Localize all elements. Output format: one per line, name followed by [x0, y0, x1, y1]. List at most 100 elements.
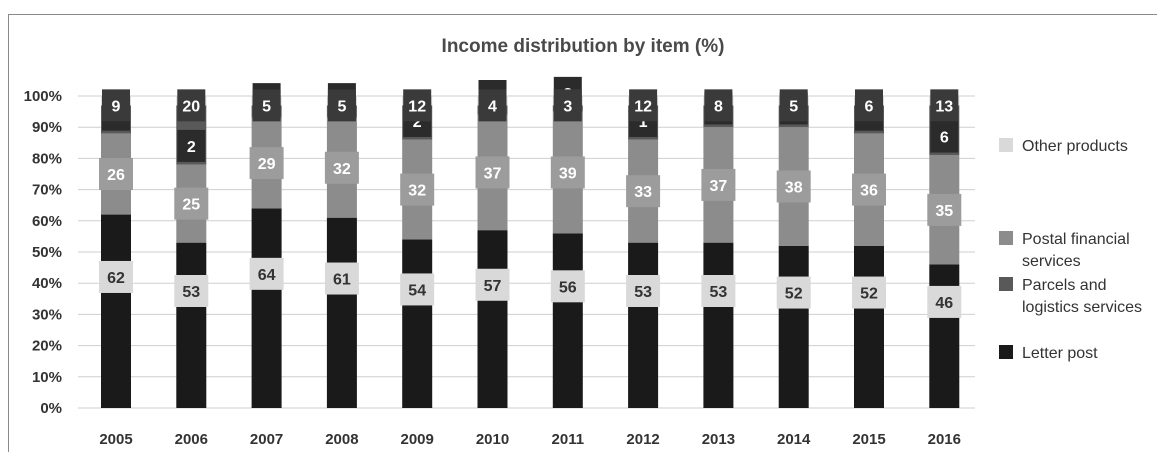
label-letter-post: 61 [324, 262, 359, 295]
label-letter-post-box [249, 257, 284, 290]
label-postal-financial: 29 [249, 147, 284, 180]
x-tick-label: 2008 [325, 431, 358, 448]
label-other: 20 [177, 89, 206, 122]
label-postal-financial-text: 32 [333, 161, 351, 178]
label-other-text: 4 [488, 98, 497, 115]
label-postal-financial: 35 [927, 193, 962, 226]
x-axis-ticks: 2005 2006 2007 2008 2009 2010 2011 2012 2013 2014… [99, 431, 961, 448]
label-postal-financial-text: 37 [710, 178, 728, 195]
legend-label: Other products [1022, 138, 1128, 155]
legend-label: Postal financial services [1022, 231, 1130, 270]
label-letter-post-box [550, 270, 585, 303]
label-letter-post-text: 64 [258, 267, 276, 284]
label-letter-post: 52 [776, 276, 811, 309]
label-letter-post: 54 [400, 273, 435, 306]
label-other-text: 5 [337, 98, 346, 115]
label-other-box [779, 89, 808, 122]
label-postal-financial-text: 29 [258, 156, 276, 173]
x-tick-label: 2011 [552, 431, 585, 448]
label-letter-post-box [852, 276, 886, 309]
legend-swatch [999, 138, 1013, 152]
label-other: 12 [629, 89, 658, 122]
frame-border-top [8, 14, 1157, 15]
label-postal-financial-text: 37 [484, 165, 502, 182]
label-postal-financial-box [99, 158, 133, 190]
label-letter-post: 53 [626, 275, 661, 307]
bar-letter-post [628, 242, 659, 408]
label-postal-financial-box [400, 173, 435, 206]
label-other-box [553, 89, 582, 122]
x-tick-label: 2010 [476, 431, 509, 448]
label-parcels-text: 2 [413, 114, 422, 131]
label-parcels-text: 1 [639, 114, 648, 131]
label-letter-post-text: 54 [408, 282, 426, 299]
label-other-text: 8 [714, 98, 723, 115]
label-letter-post: 53 [701, 275, 736, 307]
bar-letter-post [552, 233, 583, 408]
bar-letter-post [101, 214, 131, 408]
label-letter-post-text: 57 [484, 278, 502, 295]
label-letter-post: 52 [852, 276, 886, 309]
label-letter-post-box [324, 262, 359, 295]
label-postal-financial: 36 [852, 173, 886, 206]
label-postal-financial-text: 36 [860, 183, 878, 200]
label-postal-financial: 37 [475, 156, 510, 189]
bar-letter-post [778, 245, 809, 408]
bars: 6226395325220642925613225543221257373456… [99, 76, 962, 408]
label-parcels-box [930, 120, 959, 153]
label-postal-financial: 33 [626, 175, 661, 208]
label-other-box [327, 89, 356, 122]
label-postal-financial-text: 25 [182, 197, 200, 214]
label-other: 6 [855, 89, 883, 122]
x-tick-label: 2013 [702, 431, 735, 448]
label-postal-financial-box [626, 175, 661, 208]
legend-swatch [999, 345, 1013, 359]
label-other-text: 5 [262, 98, 271, 115]
label-postal-financial-box [927, 193, 962, 226]
gridlines [78, 95, 975, 409]
legend: Other products Postal financial services Pa… [999, 138, 1142, 362]
y-tick-label: 40% [32, 275, 62, 292]
label-postal-financial: 38 [776, 170, 811, 203]
label-postal-financial-box [550, 156, 585, 189]
y-tick-label: 0% [40, 400, 62, 417]
label-other: 9 [102, 89, 130, 122]
label-parcels-text: 2 [187, 139, 196, 156]
label-postal-financial-text: 35 [935, 203, 953, 220]
x-tick-label: 2005 [99, 431, 132, 448]
label-postal-financial: 39 [550, 156, 585, 189]
label-letter-post-box [701, 275, 736, 307]
label-postal-financial: 25 [174, 187, 209, 220]
label-postal-financial-text: 33 [634, 184, 652, 201]
label-postal-financial-text: 32 [408, 183, 426, 200]
label-postal-financial-box [701, 168, 736, 201]
label-letter-post-text: 61 [333, 272, 351, 289]
label-letter-post-box [475, 268, 510, 301]
legend-item: Letter post [999, 345, 1098, 362]
label-postal-financial: 26 [99, 158, 133, 190]
label-postal-financial-box [475, 156, 510, 189]
y-tick-label: 50% [32, 244, 62, 261]
label-postal-financial: 32 [324, 151, 359, 184]
label-parcels-box [177, 129, 206, 162]
label-postal-financial-box [852, 173, 886, 206]
label-postal-financial-text: 38 [785, 179, 803, 196]
label-letter-post: 46 [927, 285, 962, 318]
label-other-text: 5 [789, 98, 798, 115]
label-letter-post-text: 62 [107, 270, 125, 287]
label-other-box [102, 89, 130, 122]
bar-letter-post [402, 239, 433, 408]
label-other-box [403, 89, 432, 122]
label-letter-post-text: 46 [935, 295, 953, 312]
bar-letter-post [854, 245, 884, 408]
label-letter-post: 62 [99, 260, 133, 293]
x-tick-label: 2015 [852, 431, 885, 448]
label-postal-financial-box [249, 147, 284, 180]
label-other-text: 12 [634, 98, 652, 115]
label-other-box [629, 89, 658, 122]
label-other-text: 20 [182, 98, 200, 115]
bar-letter-post [326, 217, 357, 408]
label-postal-financial-text: 26 [107, 167, 125, 184]
